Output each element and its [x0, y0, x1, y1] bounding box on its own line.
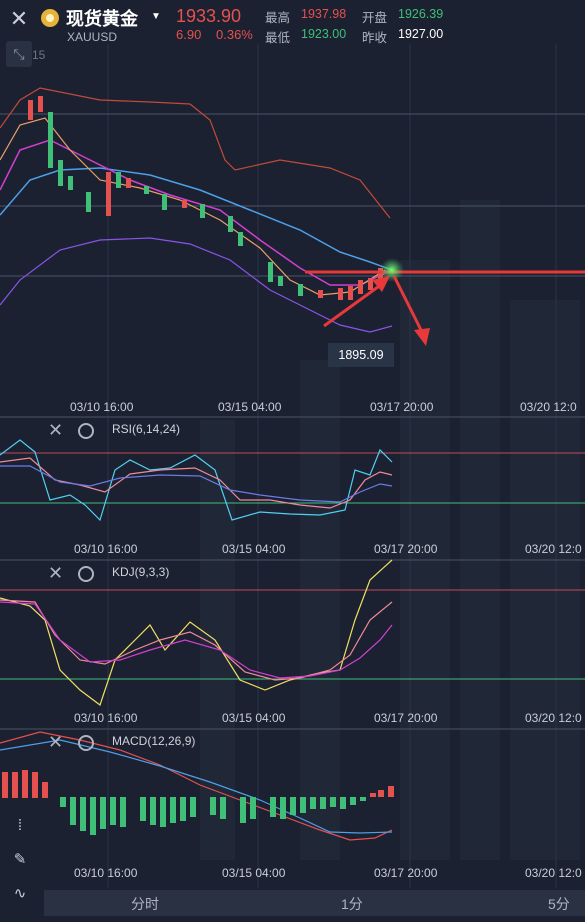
- price-change: 6.90: [176, 27, 202, 42]
- rsi-label: RSI(6,14,24): [112, 422, 181, 436]
- instrument-title[interactable]: 现货黄金: [66, 9, 138, 29]
- kdj-k-line: [0, 599, 393, 681]
- x-tick: 03/17 20:00: [370, 400, 434, 414]
- timeframe-tab[interactable]: 1分: [341, 896, 363, 912]
- bollinger-lower: [0, 237, 393, 333]
- pencil-icon[interactable]: ✎: [13, 851, 27, 868]
- close-icon[interactable]: ✕: [9, 6, 29, 31]
- x-tick: 03/15 04:00: [222, 866, 286, 880]
- x-tick: 03/17 20:00: [374, 711, 438, 725]
- tool-count: 15: [32, 48, 46, 62]
- x-tick: 03/20 12:0: [525, 711, 582, 725]
- timeframe-tab[interactable]: 5分: [548, 896, 570, 912]
- arrow-down: [392, 275, 430, 346]
- gold-coin-icon: [41, 9, 59, 27]
- x-tick: 03/10 16:00: [74, 711, 138, 725]
- high-label: 最高: [265, 11, 291, 25]
- arrow-up: [323, 276, 390, 328]
- instrument-symbol: XAUUSD: [67, 30, 118, 44]
- close-icon[interactable]: ✕: [48, 563, 64, 583]
- candles: [28, 96, 383, 300]
- panel-dividers: [0, 416, 585, 730]
- close-icon[interactable]: ✕: [48, 420, 64, 440]
- prev-close-label: 昨收: [362, 31, 388, 45]
- low-label: 最低: [265, 31, 291, 45]
- x-tick: 03/20 12:0: [520, 400, 577, 414]
- ma-magenta: [0, 139, 393, 286]
- macd-dif-line: [0, 731, 393, 841]
- kdj-d-line: [0, 601, 393, 679]
- dropdown-caret-icon[interactable]: ▼: [151, 11, 161, 22]
- gear-icon[interactable]: [78, 566, 94, 582]
- x-tick: 03/17 20:00: [374, 542, 438, 556]
- x-tick: 03/15 04:00: [218, 400, 282, 414]
- low-value: 1923.00: [301, 27, 347, 41]
- gear-icon[interactable]: [78, 423, 94, 439]
- ma-blue: [0, 167, 393, 271]
- rsi-line-3: [0, 465, 393, 503]
- open-value: 1926.39: [398, 7, 444, 21]
- close-icon[interactable]: ✕: [48, 732, 64, 752]
- x-tick: 03/10 16:00: [70, 400, 134, 414]
- x-tick: 03/15 04:00: [222, 711, 286, 725]
- x-tick: 03/20 12:0: [525, 866, 582, 880]
- macd-histogram: [2, 770, 394, 835]
- header: [0, 0, 585, 44]
- open-label: 开盘: [362, 11, 388, 25]
- crosshair-price-tag: 1895.09: [328, 343, 394, 367]
- x-tick: 03/20 12:0: [525, 542, 582, 556]
- rsi-line-1: [0, 439, 393, 522]
- last-price: 1933.90: [176, 6, 242, 26]
- prev-close-value: 1927.00: [398, 27, 444, 41]
- timeframe-bar: [44, 890, 585, 916]
- price-change-pct: 0.36%: [216, 27, 253, 42]
- x-tick: 03/17 20:00: [374, 866, 438, 880]
- kdj-label: KDJ(9,3,3): [112, 565, 170, 579]
- x-tick: 03/15 04:00: [222, 542, 286, 556]
- bollinger-upper: [0, 87, 391, 219]
- candles-icon[interactable]: ⁞: [17, 817, 23, 834]
- macd-label: MACD(12,26,9): [112, 734, 196, 748]
- indicator-icon[interactable]: ∿: [13, 885, 27, 902]
- timeframe-tab[interactable]: 分时: [131, 896, 159, 912]
- x-tick: 03/10 16:00: [74, 542, 138, 556]
- current-price-glow: [380, 258, 404, 282]
- high-value: 1937.98: [301, 7, 347, 21]
- draw-tool-icon[interactable]: ⤡: [6, 41, 32, 67]
- background-buildings: [200, 200, 580, 860]
- x-tick: 03/10 16:00: [74, 866, 138, 880]
- gear-icon[interactable]: [78, 735, 94, 751]
- main-ref-lines: [0, 113, 585, 277]
